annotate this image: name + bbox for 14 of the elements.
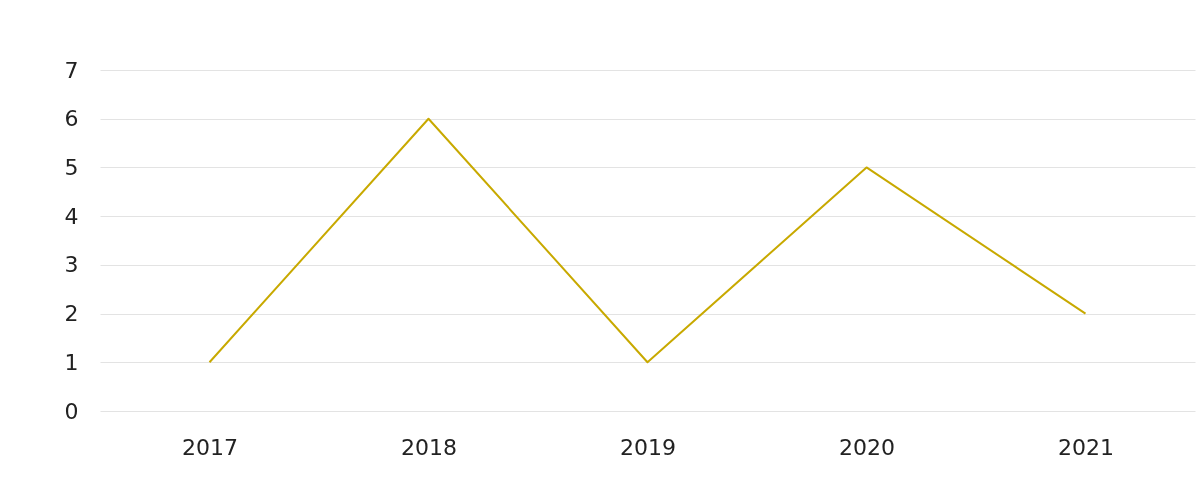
y-tick-label: 6 bbox=[64, 106, 79, 132]
x-tick-label: 2020 bbox=[839, 434, 895, 460]
x-tick-label: 2017 bbox=[182, 434, 238, 460]
line-series bbox=[208, 117, 1087, 364]
y-tick-label: 5 bbox=[64, 154, 79, 180]
y-tick-label: 1 bbox=[64, 349, 79, 375]
y-tick-label: 2 bbox=[64, 301, 79, 327]
y-tick-label: 4 bbox=[64, 203, 79, 229]
y-tick-label: 3 bbox=[64, 252, 79, 278]
y-tick-label: 0 bbox=[64, 398, 79, 424]
x-tick-label: 2018 bbox=[401, 434, 457, 460]
x-tick-label: 2021 bbox=[1058, 434, 1114, 460]
y-tick-label: 7 bbox=[64, 57, 79, 83]
x-tick-label: 2019 bbox=[620, 434, 676, 460]
